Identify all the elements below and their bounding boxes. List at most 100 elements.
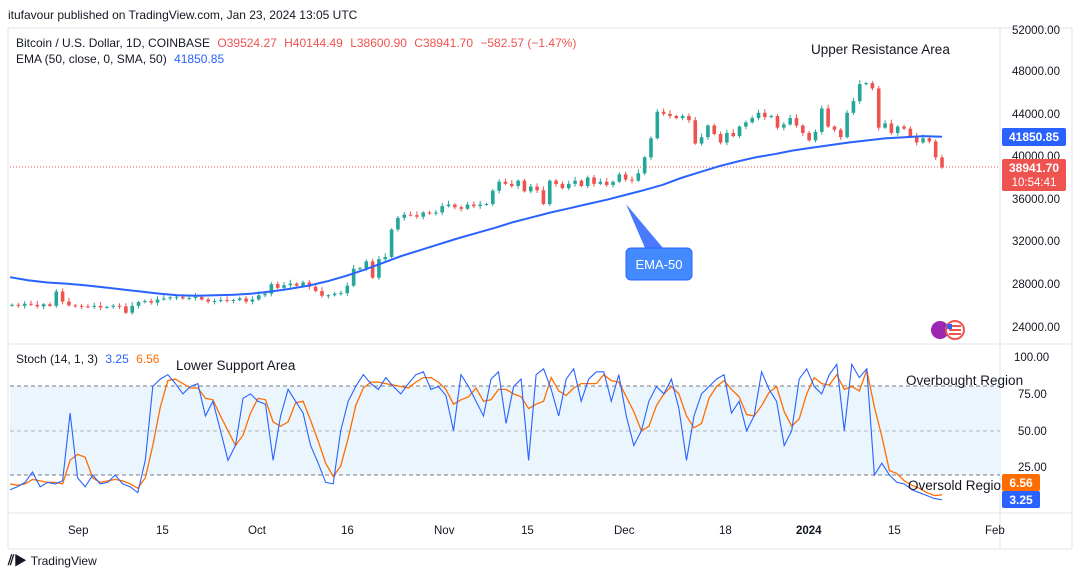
candle-body <box>725 132 729 143</box>
price-tick: 44000.00 <box>1012 109 1060 121</box>
candle-body <box>718 134 723 143</box>
candle-body <box>516 180 520 186</box>
overbought-label: Overbought Region <box>906 373 1023 388</box>
candle-body <box>845 112 849 138</box>
candle-body <box>288 283 293 286</box>
candle-body <box>649 138 653 158</box>
candle-body <box>162 298 166 300</box>
candle-body <box>459 207 463 209</box>
candle-body <box>174 296 179 298</box>
candle-body <box>149 301 153 303</box>
ema-callout-text: EMA-50 <box>636 257 683 272</box>
candle-body <box>48 304 52 306</box>
candle-body <box>168 297 172 299</box>
svg-text:6.56: 6.56 <box>1009 476 1033 490</box>
time-tick: Sep <box>68 525 88 537</box>
published-header: itufavour published on TradingView.com, … <box>8 8 358 22</box>
candle-body <box>693 120 698 144</box>
oversold-label: Oversold Region <box>908 478 1009 493</box>
candle-body <box>225 300 229 302</box>
candle-body <box>10 304 14 306</box>
candle-body <box>579 180 584 186</box>
tradingview-logo-icon: ⫽▶ <box>8 552 27 568</box>
candle-body <box>788 118 792 125</box>
candle-body <box>617 174 622 182</box>
lower-support-label: Lower Support Area <box>176 358 296 373</box>
candle-body <box>801 125 805 133</box>
time-axis: Sep 15 Oct 16 Nov 15 Dec 18 2024 15 Feb <box>68 525 1005 537</box>
candle-body <box>851 101 856 113</box>
time-tick: 15 <box>521 525 534 537</box>
candle-body <box>212 301 217 303</box>
candle-body <box>446 204 451 207</box>
stoch-legend[interactable]: Stoch (14, 1, 3) 3.25 6.56 <box>16 352 163 366</box>
candle-body <box>86 306 90 308</box>
footer-brand[interactable]: ⫽▶ TradingView <box>8 552 97 569</box>
svg-text:3.25: 3.25 <box>1009 493 1033 507</box>
candle-body <box>883 123 887 128</box>
candle-body <box>674 115 679 119</box>
candle-body <box>370 261 375 278</box>
candle-body <box>794 118 799 126</box>
candle-body <box>364 261 369 269</box>
candle-body <box>396 217 400 230</box>
candle-body <box>35 304 40 307</box>
candle-body <box>807 132 811 141</box>
candle-body <box>193 296 198 298</box>
time-tick: Oct <box>248 525 267 537</box>
candle-body <box>218 300 223 302</box>
stoch-d-line <box>9 367 943 497</box>
stoch-k-value: 3.25 <box>105 352 129 366</box>
candle-body <box>199 296 204 300</box>
price-tick: 36000.00 <box>1012 194 1060 206</box>
price-legend[interactable]: Bitcoin / U.S. Dollar, 1D, COINBASE O395… <box>16 36 580 50</box>
candle-body <box>592 177 596 184</box>
candle-body <box>668 113 672 116</box>
candle-body <box>547 180 552 205</box>
ema-label: EMA (50, close, 0, SMA, 50) <box>16 52 167 66</box>
candle-body <box>895 126 900 133</box>
ema-price-badge: 41850.85 <box>1002 128 1066 146</box>
candle-body <box>383 257 388 260</box>
candle-body <box>358 268 362 270</box>
change-value: −582.57 (−1.47%) <box>480 36 577 50</box>
candle-body <box>313 286 318 291</box>
candle-body <box>598 181 603 184</box>
ema-callout-pointer <box>626 204 663 248</box>
low-value: L38600.90 <box>350 36 407 50</box>
ema-callout[interactable]: EMA-50 <box>625 204 693 281</box>
candle-body <box>294 283 299 286</box>
candle-body <box>940 157 944 168</box>
candle-body <box>756 112 761 119</box>
candle-body <box>377 259 381 278</box>
time-tick: 15 <box>888 525 901 537</box>
candle-body <box>105 306 109 308</box>
candle-body <box>22 303 27 306</box>
time-tick: Nov <box>434 525 455 537</box>
time-tick: Dec <box>614 525 635 537</box>
candle-body <box>611 181 615 185</box>
candle-body <box>642 157 647 174</box>
candle-body <box>503 181 508 184</box>
symbol-label: Bitcoin / U.S. Dollar, 1D, COINBASE <box>16 36 211 50</box>
candle-body <box>402 214 407 218</box>
flag-events-icon[interactable] <box>931 320 965 340</box>
price-tick: 24000.00 <box>1012 322 1060 334</box>
candle-body <box>282 285 286 288</box>
candle-body <box>769 115 773 118</box>
candle-body <box>902 126 906 129</box>
time-tick: Feb <box>985 525 1005 537</box>
candle-body <box>250 299 255 302</box>
candle-body <box>712 125 717 135</box>
stoch-k-line <box>9 362 943 501</box>
candle-body <box>263 293 267 296</box>
candle-body <box>914 136 919 143</box>
candle-body <box>98 305 103 308</box>
candle-body <box>491 190 495 205</box>
candle-body <box>326 295 331 297</box>
candle-body <box>661 111 666 114</box>
time-tick: 16 <box>341 525 354 537</box>
ema-legend[interactable]: EMA (50, close, 0, SMA, 50) 41850.85 <box>16 52 228 66</box>
candle-body <box>453 204 457 208</box>
